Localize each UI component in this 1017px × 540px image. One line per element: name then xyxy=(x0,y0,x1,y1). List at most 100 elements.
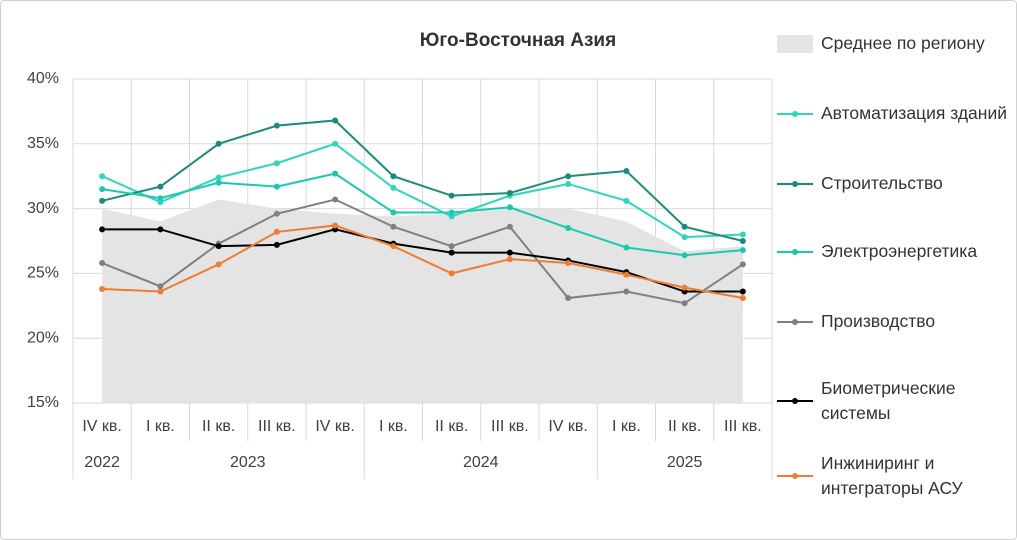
point xyxy=(681,284,688,291)
line xyxy=(101,172,743,257)
point xyxy=(157,183,164,190)
point xyxy=(681,223,688,230)
legend-label: Производство xyxy=(821,311,936,331)
legend-item: Производство xyxy=(777,309,1011,334)
point xyxy=(506,190,513,197)
x-tick-label: III кв. xyxy=(724,418,762,435)
x-tick-label: II кв. xyxy=(668,418,701,435)
line xyxy=(101,198,744,305)
point xyxy=(739,295,746,302)
point xyxy=(99,285,106,292)
point xyxy=(332,222,339,229)
point xyxy=(157,283,164,290)
year-label: 2023 xyxy=(230,454,266,471)
legend-item: Строительство xyxy=(777,171,1011,196)
point xyxy=(448,243,455,250)
x-tick-label: II кв. xyxy=(435,418,468,435)
axes: 15% 20% 25% 30% 35% 40% IV кв. I кв. II кв. III к… xyxy=(27,70,762,479)
point xyxy=(681,252,688,259)
y-tick-label: 40% xyxy=(27,70,59,87)
legend-item: Автоматизация зданий xyxy=(777,101,1011,126)
point xyxy=(332,140,339,147)
point xyxy=(623,197,630,204)
legend-label: Электроэнергетика xyxy=(821,241,978,261)
point xyxy=(623,288,630,295)
year-label: 2022 xyxy=(84,454,120,471)
legend-swatch xyxy=(777,174,813,194)
point xyxy=(99,197,106,204)
x-tick-label: IV кв. xyxy=(82,418,122,435)
point xyxy=(157,195,164,202)
point xyxy=(623,244,630,251)
legend-item: Среднее по региону xyxy=(777,31,1011,56)
point xyxy=(739,238,746,244)
x-tick-label: III кв. xyxy=(491,418,529,435)
point xyxy=(390,209,397,216)
point xyxy=(565,260,572,267)
line xyxy=(101,142,743,239)
point xyxy=(332,117,339,124)
y-tick-label: 20% xyxy=(27,329,59,346)
point xyxy=(681,234,688,241)
legend-swatch xyxy=(777,466,813,486)
point xyxy=(565,173,572,180)
x-tick-label: IV кв. xyxy=(548,418,588,435)
x-tick-label: IV кв. xyxy=(315,418,355,435)
year-label: 2024 xyxy=(463,454,499,471)
point xyxy=(99,226,106,233)
point xyxy=(390,184,397,191)
point xyxy=(390,243,397,250)
point xyxy=(681,300,688,307)
point xyxy=(739,261,746,268)
point xyxy=(623,168,630,175)
point xyxy=(565,225,572,232)
point xyxy=(273,122,280,129)
point xyxy=(739,231,746,238)
point xyxy=(448,209,455,216)
legend-item: Электроэнергетика xyxy=(777,239,1011,264)
point xyxy=(215,243,222,250)
point xyxy=(273,228,280,235)
legend-label: Автоматизация зданий xyxy=(821,103,1007,123)
area xyxy=(102,199,743,403)
y-tick-label: 35% xyxy=(27,135,59,152)
point xyxy=(273,210,280,217)
x-tick-label: I кв. xyxy=(379,418,408,435)
point xyxy=(273,160,280,167)
legend-label: Инжиниринг и интеграторы АСУ xyxy=(821,453,963,498)
chart-title: Юго-Восточная Азия xyxy=(420,30,616,51)
point xyxy=(332,170,339,177)
point xyxy=(215,179,222,186)
legend-swatch xyxy=(777,391,813,411)
point xyxy=(506,204,513,211)
point xyxy=(506,223,513,230)
line xyxy=(101,119,744,242)
point xyxy=(332,196,339,203)
point xyxy=(448,249,455,256)
point xyxy=(390,223,397,230)
point xyxy=(99,260,106,267)
point xyxy=(157,288,164,295)
plot xyxy=(99,117,746,403)
x-tick-label: I кв. xyxy=(146,418,175,435)
point xyxy=(739,247,746,254)
point xyxy=(390,173,397,180)
point xyxy=(565,295,572,302)
point xyxy=(739,288,746,295)
x-tick-label: II кв. xyxy=(202,418,235,435)
x-tick-label: III кв. xyxy=(258,418,296,435)
line xyxy=(102,224,744,300)
legend-item: Инжиниринг и интеграторы АСУ xyxy=(777,451,1011,501)
line xyxy=(102,228,743,293)
point xyxy=(273,183,280,190)
point xyxy=(215,174,222,181)
point xyxy=(448,270,455,277)
point xyxy=(215,261,222,268)
point xyxy=(215,140,222,147)
point xyxy=(157,226,164,233)
y-tick-label: 25% xyxy=(27,265,59,282)
legend-label: Строительство xyxy=(821,173,943,193)
year-label: 2025 xyxy=(667,454,703,471)
